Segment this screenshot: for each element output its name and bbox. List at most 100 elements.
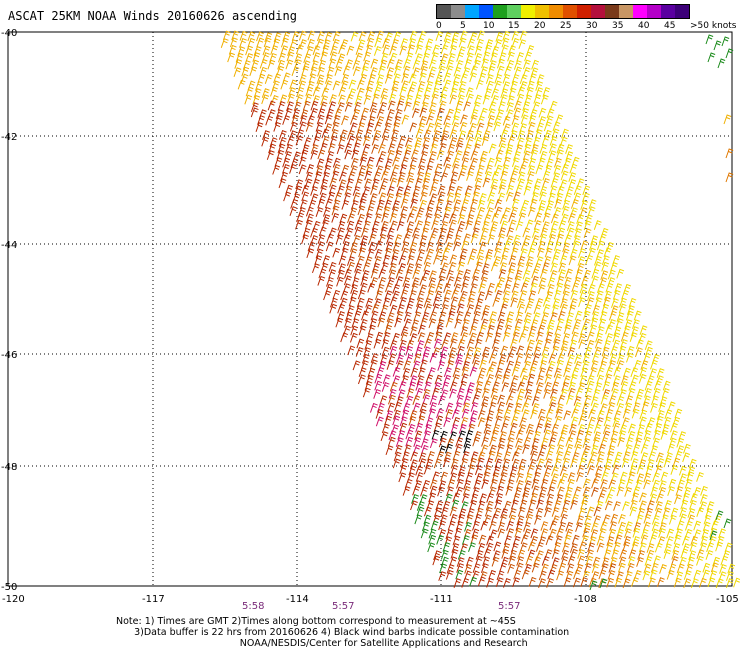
wind-barb [421,227,429,238]
wind-barb [381,346,390,357]
wind-barb [640,443,649,454]
wind-barb [603,339,612,350]
wind-barb [501,37,510,48]
wind-barb [332,247,341,258]
wind-barb [558,269,566,279]
wind-barb [494,199,503,209]
wind-barb [310,60,319,71]
wind-barb [465,429,474,440]
wind-barb [497,521,506,532]
wind-barb [569,207,578,218]
wind-barb [386,312,395,323]
wind-barb [310,100,319,111]
wind-barb [626,352,634,363]
wind-barb [574,354,582,364]
wind-barb [596,535,605,546]
wind-barb [449,388,457,399]
wind-barb [525,256,534,266]
wind-barb [391,249,400,259]
wind-barb [556,149,564,160]
wind-barb [234,59,243,69]
wind-barb [583,228,592,239]
wind-barb [372,262,380,273]
wind-barb [378,184,387,195]
wind-barb [278,129,287,140]
wind-barb [604,290,612,301]
wind-barb [402,402,411,413]
wind-barb [397,171,406,182]
wind-barb [474,45,483,56]
wind-barb [624,319,633,330]
wind-barb [609,521,618,531]
wind-barb [590,360,599,370]
wind-barb [634,347,643,358]
wind-barb [425,38,434,49]
wind-barb [643,472,652,483]
wind-barb [433,213,441,224]
wind-barb [619,424,627,435]
wind-barb [442,542,451,552]
wind-barb [584,303,592,314]
wind-barb [632,443,641,454]
wind-barb [539,359,548,370]
wind-barb [587,542,596,553]
wind-barb [352,66,361,77]
wind-barb [559,254,568,265]
wind-barb [469,457,477,468]
wind-barb [433,338,442,349]
wind-barb [468,542,476,552]
wind-barb [630,450,639,461]
wind-barb [377,317,386,328]
legend-label: 0 [436,21,442,31]
wind-barb [440,506,449,517]
wind-barb [423,464,432,475]
wind-barb [421,521,430,532]
wind-barb [607,401,616,412]
wind-barb [529,241,538,251]
wind-barb [554,458,562,468]
wind-barb [324,31,333,42]
wind-barb [495,324,504,335]
wind-barb [621,289,629,300]
wind-barb [676,437,685,448]
wind-barb [465,388,474,399]
wind-barb [593,506,602,517]
wind-barb [478,72,487,83]
wind-barb [443,72,452,83]
wind-barb [431,429,440,440]
wind-barb [545,535,554,546]
wind-barb [331,170,340,181]
wind-barb [679,513,687,524]
wind-barb [443,79,452,90]
wind-barb [410,198,418,209]
wind-barb [612,422,621,433]
wind-barb [436,149,445,160]
wind-barb [612,255,621,265]
wind-barb [636,557,644,567]
legend-label: >50 knots [690,21,737,31]
wind-barb [528,366,537,377]
wind-barb [590,396,599,406]
wind-barb [611,298,619,308]
wind-barb [530,450,538,461]
wind-barb [500,170,508,181]
wind-barb [512,409,521,420]
wind-barb [633,359,642,370]
wind-barb [355,346,364,357]
wind-barb [322,171,330,182]
wind-barb [577,256,586,266]
wind-barb [591,311,600,321]
wind-barb [320,95,329,106]
wind-barb [374,248,383,259]
wind-barb [551,381,560,392]
wind-barb [558,262,567,273]
wind-barb [560,507,569,518]
wind-barb [387,109,395,119]
wind-barb [358,165,367,175]
wind-barb [373,46,382,56]
wind-barb [641,401,650,412]
wind-barb [436,234,445,245]
wind-barb [538,570,547,581]
wind-barb [578,541,587,552]
wind-barb [483,213,492,224]
